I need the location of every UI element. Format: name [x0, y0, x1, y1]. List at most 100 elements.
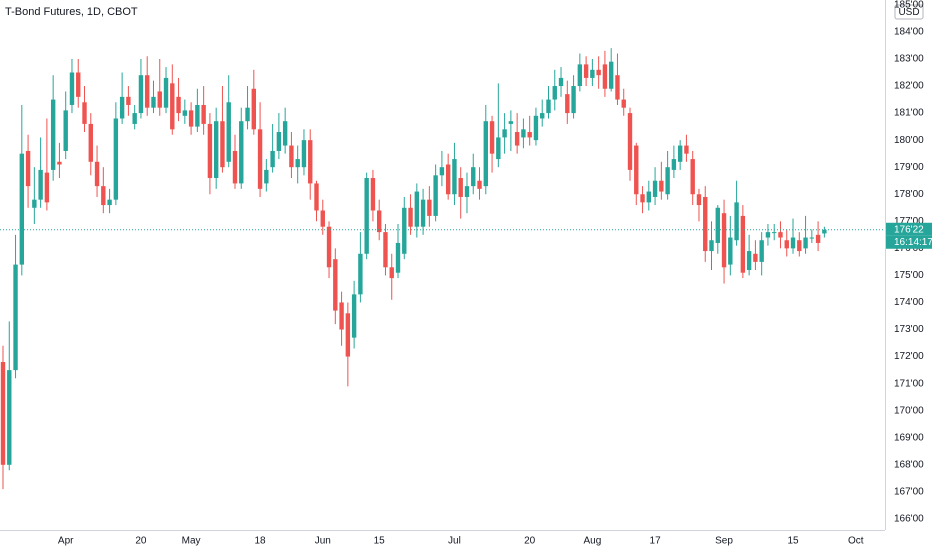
- candle-body: [753, 253, 758, 262]
- candle-body: [213, 121, 219, 179]
- candle-body: [57, 161, 62, 165]
- candle-body: [496, 137, 501, 160]
- candle-body: [50, 99, 56, 170]
- candle-body: [483, 121, 488, 187]
- candle-body: [803, 237, 808, 249]
- candle-body: [326, 226, 332, 268]
- candle-body: [659, 180, 664, 192]
- candle-body: [477, 180, 482, 189]
- candle-body: [414, 191, 420, 227]
- candle-body: [734, 202, 739, 241]
- candle-body: [671, 159, 677, 170]
- last-price-label: 176'22: [894, 224, 924, 235]
- candle-body: [602, 64, 608, 89]
- candle-body: [608, 61, 614, 89]
- candle-body: [314, 183, 319, 211]
- candle-body: [207, 123, 213, 179]
- candle-body: [665, 167, 670, 195]
- candle-body: [251, 88, 256, 130]
- candle-body: [471, 167, 476, 187]
- candle-body: [728, 237, 733, 265]
- y-tick-label: 166'00: [894, 514, 924, 525]
- candle-body: [540, 113, 545, 119]
- x-tick-label: 20: [524, 536, 536, 547]
- candle-body: [0, 361, 6, 465]
- candle-body: [527, 132, 532, 138]
- candle-body: [420, 199, 426, 227]
- candle-body: [32, 199, 37, 208]
- candle-body: [38, 169, 43, 200]
- candle-body: [696, 194, 702, 206]
- candle-body: [721, 213, 727, 268]
- candle-body: [571, 86, 576, 114]
- candle-body: [464, 186, 470, 197]
- candle-body: [627, 113, 633, 170]
- y-tick-label: 170'00: [894, 405, 924, 416]
- candle-body: [119, 96, 125, 119]
- candle-body: [383, 232, 388, 268]
- candle-body: [514, 132, 520, 146]
- candle-body: [452, 159, 457, 195]
- y-tick-label: 181'00: [894, 108, 924, 119]
- candle-body: [101, 186, 106, 206]
- candle-body: [790, 237, 796, 249]
- currency-box[interactable]: [894, 4, 924, 20]
- candle-body: [502, 129, 507, 138]
- x-tick-label: Aug: [583, 536, 601, 547]
- candle-body: [44, 172, 50, 203]
- candle-body: [395, 242, 401, 273]
- candle-body: [533, 115, 539, 141]
- candle-body: [508, 121, 514, 124]
- candle-body: [389, 267, 394, 279]
- candle-body: [138, 75, 144, 114]
- candle-body: [646, 191, 652, 203]
- y-tick-label: 183'00: [894, 54, 924, 65]
- candle-body: [370, 178, 376, 211]
- x-tick-label: Apr: [58, 536, 74, 547]
- candle-body: [652, 180, 658, 197]
- candle-body: [489, 121, 495, 154]
- candle-body: [25, 150, 31, 187]
- candle-body: [759, 240, 764, 262]
- y-tick-label: 180'00: [894, 135, 924, 146]
- x-tick-label: 17: [650, 536, 662, 547]
- chart-title: T-Bond Futures, 1D, CBOT: [5, 6, 138, 18]
- candle-body: [226, 102, 231, 162]
- candle-body: [126, 96, 131, 105]
- candle-body: [201, 104, 206, 124]
- candle-body: [88, 123, 93, 162]
- candle-body: [590, 69, 595, 78]
- candle-body: [433, 175, 438, 216]
- candle-body: [565, 94, 570, 114]
- candle-body: [677, 145, 683, 162]
- y-tick-label: 185'00: [894, 0, 924, 11]
- y-tick-label: 167'00: [894, 486, 924, 497]
- currency-label[interactable]: USD: [898, 7, 919, 18]
- candle-body: [715, 207, 720, 243]
- y-tick-label: 182'00: [894, 81, 924, 92]
- candle-body: [596, 69, 601, 76]
- y-tick-label: 168'00: [894, 459, 924, 470]
- candle-body: [239, 121, 244, 184]
- candle-body: [264, 169, 269, 184]
- candle-body: [640, 194, 645, 203]
- y-tick-label: 179'00: [894, 162, 924, 173]
- candle-body: [188, 110, 194, 127]
- candle-body: [364, 178, 369, 254]
- candle-body: [19, 153, 25, 265]
- countdown-label: 16:14:17: [894, 237, 932, 248]
- candle-body: [320, 210, 325, 227]
- candle-body: [107, 199, 112, 206]
- x-tick-label: 15: [787, 536, 799, 547]
- candle-body: [182, 110, 188, 116]
- candle-body: [439, 167, 445, 176]
- y-tick-label: 169'00: [894, 432, 924, 443]
- candle-body: [69, 72, 75, 105]
- candle-body: [577, 64, 583, 87]
- x-tick-label: 20: [135, 536, 147, 547]
- candle-body: [583, 64, 589, 78]
- candle-body: [157, 91, 162, 108]
- candle-body: [282, 121, 288, 146]
- y-tick-label: 184'00: [894, 27, 924, 38]
- candle-body: [345, 313, 351, 357]
